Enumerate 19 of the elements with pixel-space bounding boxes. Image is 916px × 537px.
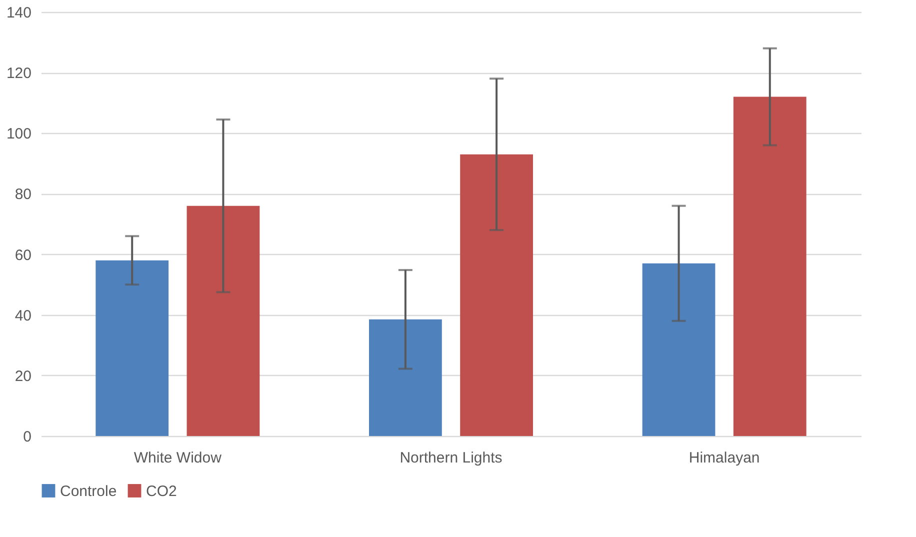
y-tick-label: 60 bbox=[14, 246, 32, 264]
legend-label: CO2 bbox=[146, 482, 177, 500]
x-tick-label: Himalayan bbox=[688, 450, 760, 466]
bar bbox=[733, 96, 806, 436]
legend-label: Controle bbox=[60, 482, 117, 500]
y-tick-label: 120 bbox=[6, 65, 32, 82]
y-tick-label: 20 bbox=[14, 368, 32, 385]
x-tick-label: White Widow bbox=[134, 450, 222, 466]
y-tick-label: 100 bbox=[6, 126, 32, 143]
bar bbox=[642, 263, 716, 436]
y-tick-label: 0 bbox=[23, 428, 32, 446]
bar bbox=[96, 260, 169, 436]
bar bbox=[460, 154, 533, 436]
y-tick-label: 40 bbox=[14, 307, 32, 324]
x-tick-label: Northern Lights bbox=[400, 450, 502, 466]
bar bbox=[369, 319, 442, 436]
y-tick-label: 80 bbox=[14, 186, 32, 204]
y-tick-label: 140 bbox=[6, 4, 32, 22]
bar bbox=[186, 206, 260, 436]
